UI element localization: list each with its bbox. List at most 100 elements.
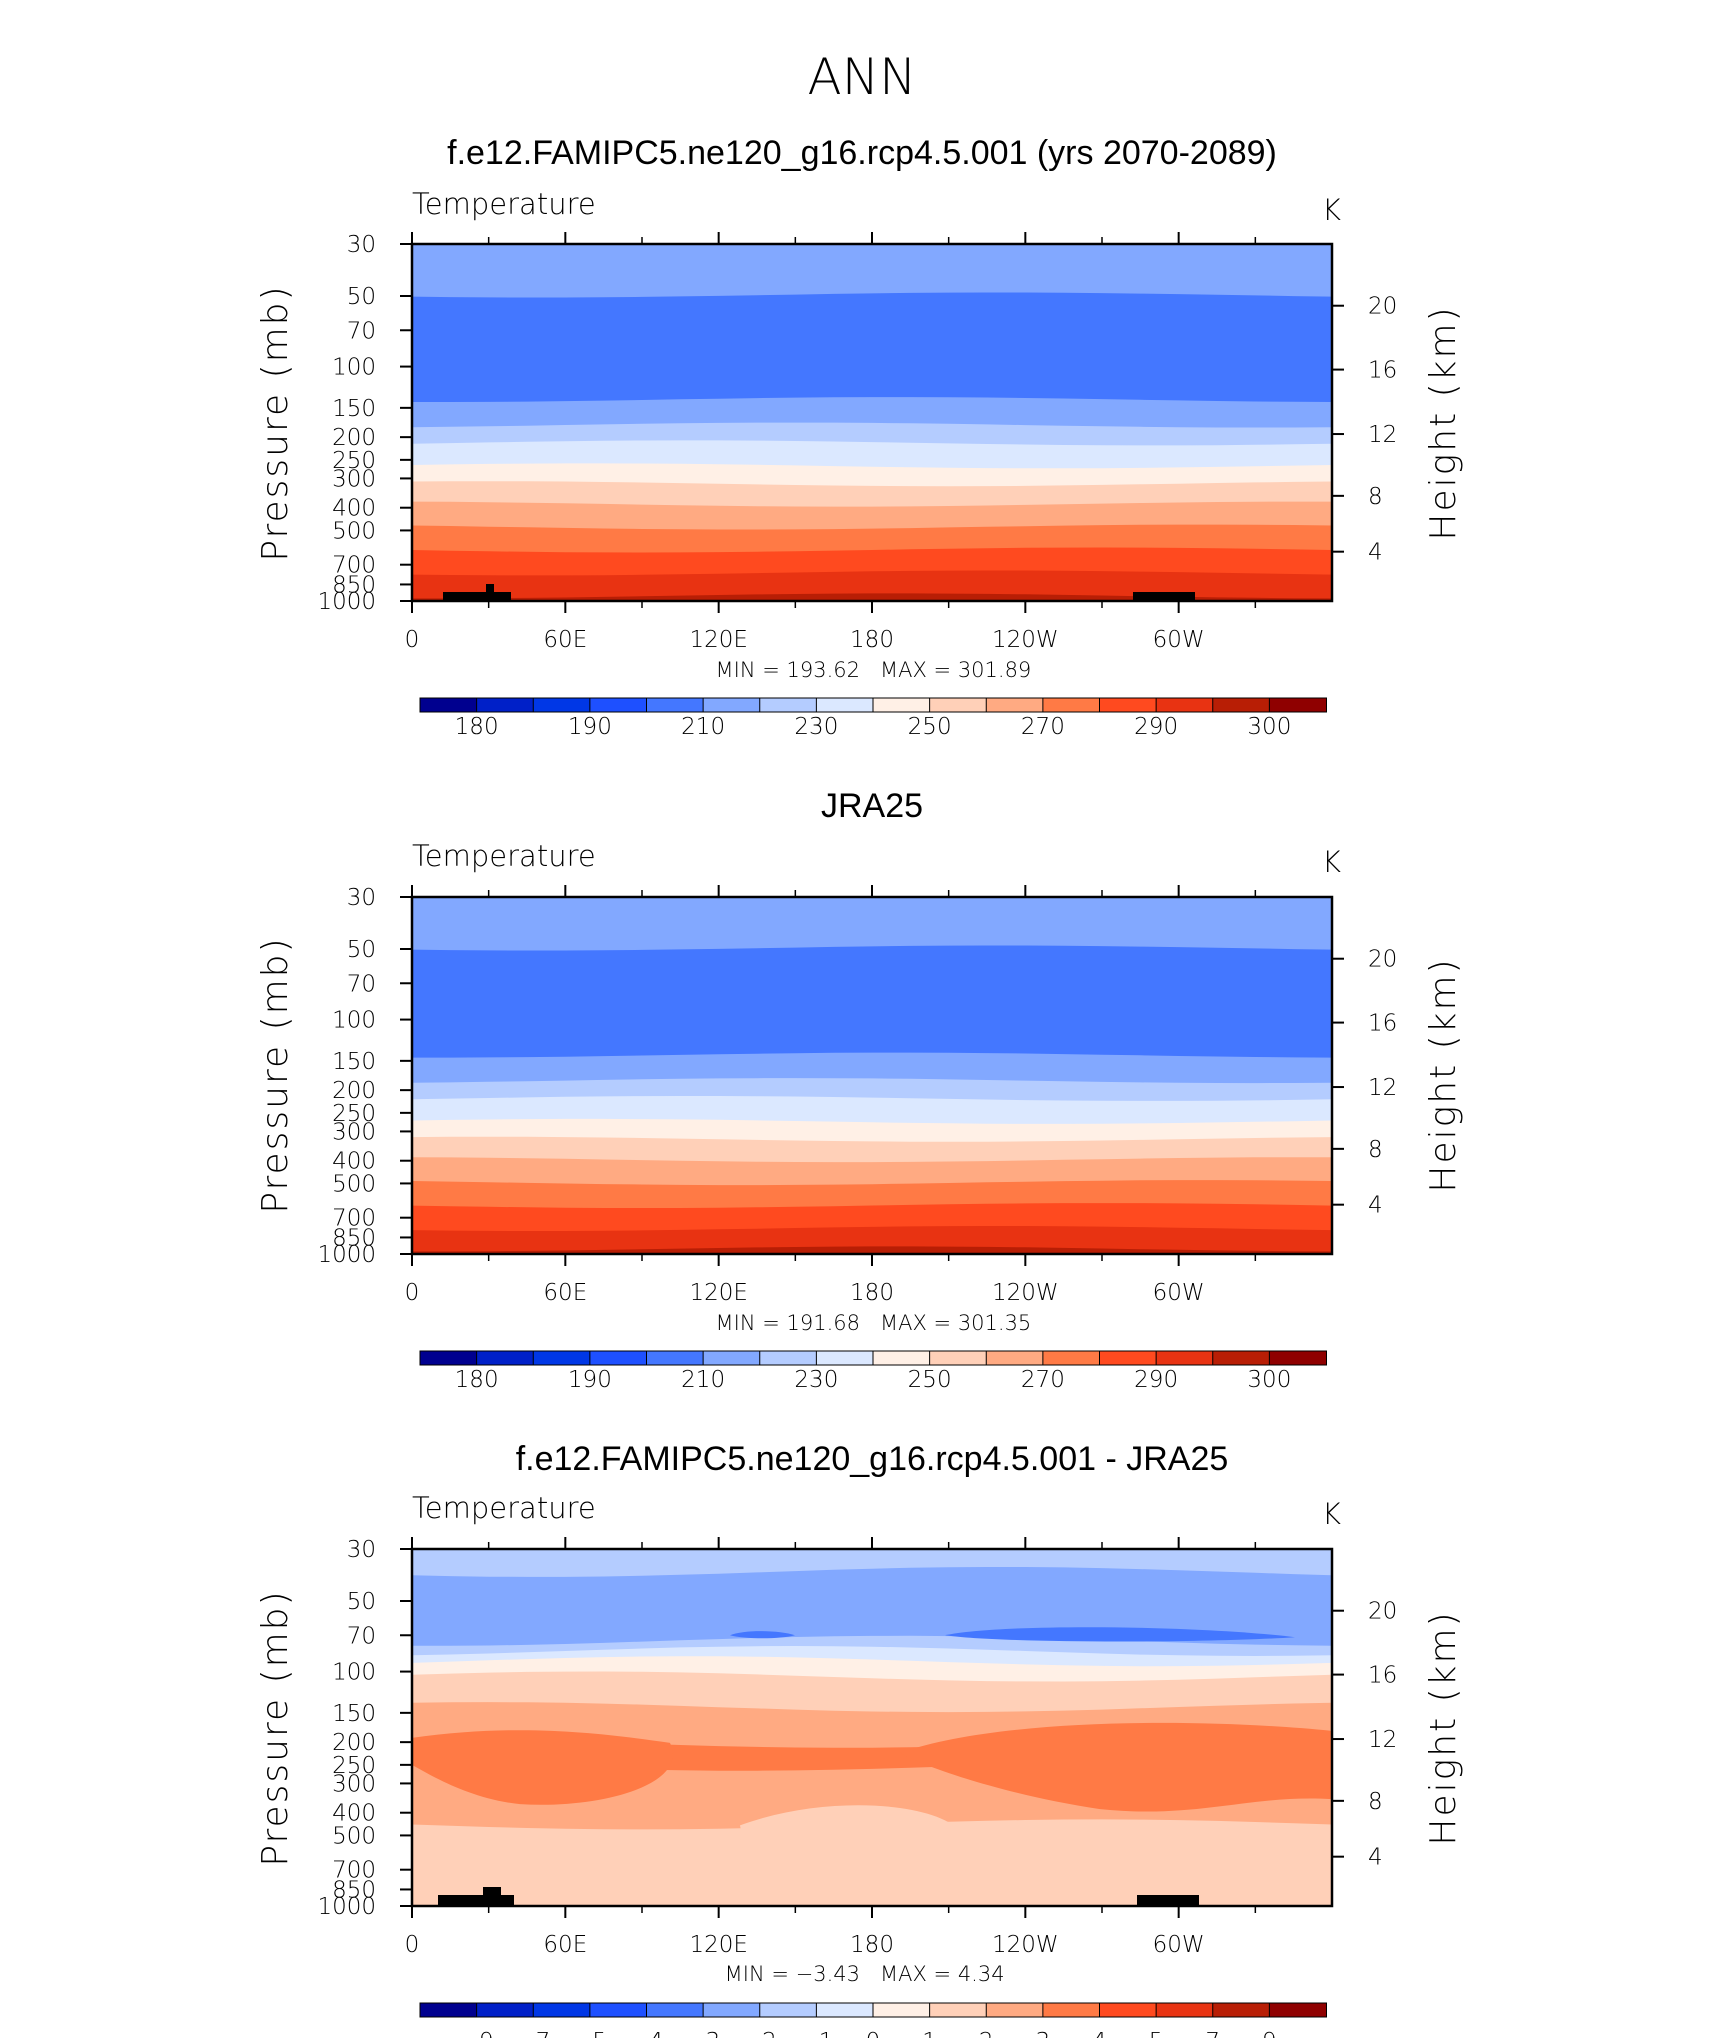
colorbar-swatch	[1099, 1350, 1158, 1366]
y-right-tick-label: 8	[1368, 1137, 1383, 1163]
y-tick-label: 100	[332, 1008, 376, 1034]
y-right-tick-label: 12	[1368, 1075, 1397, 1101]
y-right-tick-label: 4	[1368, 1845, 1383, 1871]
colorbar-label: 180	[455, 714, 499, 740]
colorbar-swatch	[532, 697, 591, 713]
y-tick-label: 700	[332, 1858, 376, 1884]
colorbar-label: 190	[568, 1367, 612, 1393]
colorbar-label: −7	[516, 2029, 550, 2038]
y-tick-label: 150	[332, 1701, 376, 1727]
colorbar-swatch	[1042, 2002, 1101, 2018]
colorbar-label: 5	[1149, 2029, 1164, 2038]
colorbar-swatch	[985, 2002, 1044, 2018]
colorbar-label: 2	[979, 2029, 994, 2038]
panel-title: f.e12.FAMIPC5.ne120_g16.rcp4.5.001 - JRA…	[516, 1440, 1229, 1478]
y-tick-label: 50	[347, 1589, 376, 1615]
contour-anomaly	[740, 1805, 1190, 1876]
y-tick-label: 50	[347, 284, 376, 310]
y-tick-label: 70	[347, 1623, 376, 1649]
colorbar-swatch	[1099, 697, 1158, 713]
y-right-tick-label: 4	[1368, 540, 1383, 566]
y-right-tick-label: 8	[1368, 1789, 1383, 1815]
y-tick-label: 150	[332, 396, 376, 422]
y-tick-label: 200	[332, 1078, 376, 1104]
colorbar-swatch	[1268, 1350, 1327, 1366]
x-tick-label: 60E	[543, 1280, 587, 1306]
y-tick-label: 250	[332, 1753, 376, 1779]
y-tick-label: 150	[332, 1049, 376, 1075]
colorbar-swatch	[646, 2002, 705, 2018]
x-tick-label: 120E	[689, 1280, 747, 1306]
contour-band	[412, 945, 1332, 1064]
colorbar-swatch	[532, 2002, 591, 2018]
contour-band	[412, 1246, 1332, 1254]
colorbar-swatch	[872, 697, 931, 713]
colorbar-swatch	[1212, 2002, 1271, 2018]
variable-label: Temperature	[412, 839, 596, 873]
y-tick-label: 70	[347, 318, 376, 344]
y-tick-label: 200	[332, 425, 376, 451]
colorbar-label: 290	[1134, 714, 1178, 740]
contour-band	[412, 897, 1332, 956]
colorbar-swatch	[646, 697, 705, 713]
x-tick-label: 120W	[992, 1932, 1059, 1958]
y-tick-label: 850	[332, 1877, 376, 1903]
colorbar-swatch	[419, 697, 478, 713]
units-label: K	[1322, 1497, 1341, 1531]
colorbar: −9 −7 −5 −4 −3 −2 −1 0 1 2 3 4 5 7 9	[419, 2002, 1327, 2038]
y-tick-label: 1000	[317, 1242, 376, 1268]
units-label: K	[1322, 193, 1341, 227]
y-tick-label: 30	[347, 1537, 376, 1563]
y-tick-label: 70	[347, 971, 376, 997]
colorbar-swatch	[985, 1350, 1044, 1366]
panel-obs: JRA25 Temperature K 0 60E 120E 180 120W 60W 30…	[255, 787, 1464, 1393]
min-stat: MIN = 191.68	[716, 1311, 860, 1335]
min-stat: MIN = 193.62	[716, 658, 860, 682]
figure-title: ANN	[807, 48, 916, 106]
colorbar-swatch	[476, 1350, 535, 1366]
colorbar-swatch	[985, 697, 1044, 713]
y-tick-label: 500	[332, 518, 376, 544]
colorbar-label: −9	[460, 2029, 494, 2038]
x-tick-label: 0	[405, 627, 420, 653]
land-mask	[443, 584, 1195, 601]
colorbar-swatch	[419, 2002, 478, 2018]
colorbar-swatch	[759, 697, 818, 713]
panel-model: f.e12.FAMIPC5.ne120_g16.rcp4.5.001 (yrs …	[255, 134, 1464, 740]
colorbar-label: 7	[1205, 2029, 1220, 2038]
colorbar-swatch	[815, 697, 874, 713]
x-tick-label: 60E	[543, 1932, 587, 1958]
colorbar-swatch	[702, 1350, 761, 1366]
colorbar-label: −4	[630, 2029, 664, 2038]
y-axis-label-right: Height (km)	[1423, 305, 1464, 540]
y-axis-label: Pressure (mb)	[255, 284, 296, 561]
x-tick-label: 120W	[992, 1280, 1059, 1306]
y-tick-label: 100	[332, 355, 376, 381]
contour-anomaly	[900, 1722, 1332, 1812]
colorbar-label: 4	[1092, 2029, 1107, 2038]
variable-label: Temperature	[412, 1491, 596, 1525]
colorbar-swatch	[589, 697, 648, 713]
colorbar-label: 180	[455, 1367, 499, 1393]
y-tick-label: 300	[332, 466, 376, 492]
variable-label: Temperature	[412, 187, 596, 221]
colorbar-label: 300	[1247, 714, 1291, 740]
colorbar-swatch	[1268, 2002, 1327, 2018]
colorbar-label: 250	[908, 714, 952, 740]
contour-band	[412, 292, 1332, 408]
colorbar-swatch	[1155, 2002, 1214, 2018]
contour-band	[412, 1671, 1332, 1716]
y-axis-label: Pressure (mb)	[255, 936, 296, 1213]
x-tick-label: 120E	[689, 1932, 747, 1958]
max-stat: MAX = 4.34	[880, 1962, 1005, 1986]
colorbar-label: 0	[866, 2029, 881, 2038]
max-stat: MAX = 301.35	[880, 1311, 1031, 1335]
colorbar-label: 250	[908, 1367, 952, 1393]
colorbar-label: −2	[743, 2029, 777, 2038]
y-tick-label: 200	[332, 1730, 376, 1756]
y-axis-label-right: Height (km)	[1423, 957, 1464, 1192]
colorbar-swatch	[1099, 2002, 1158, 2018]
colorbar-label: −5	[573, 2029, 607, 2038]
y-tick-label: 30	[347, 232, 376, 258]
x-tick-label: 60E	[543, 627, 587, 653]
